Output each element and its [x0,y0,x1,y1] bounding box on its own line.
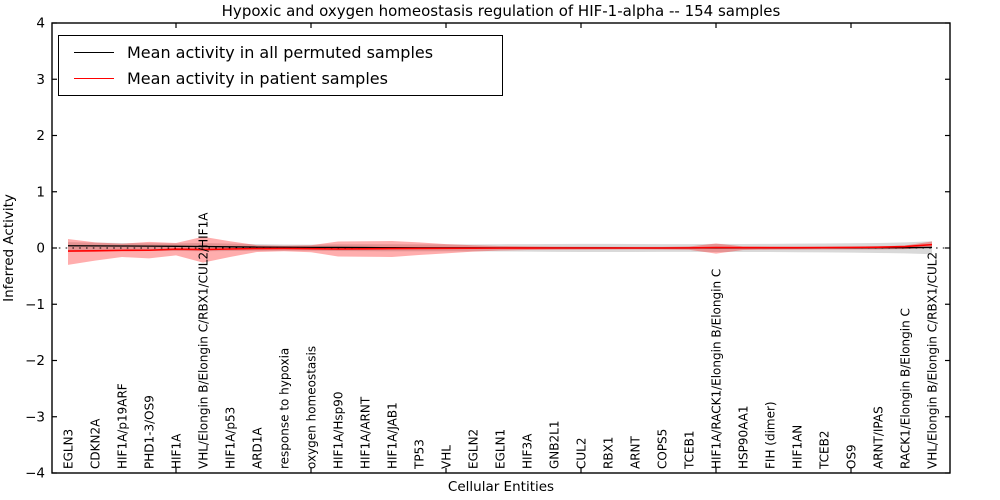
x-category-label: EGLN3 [62,429,76,469]
x-category-label: ARNT [629,435,643,469]
x-axis-title: Cellular Entities [447,479,555,495]
x-category-label: TP53 [413,439,427,470]
permuted-line-swatch [74,52,114,53]
y-axis-title: Inferred Activity [1,194,17,302]
x-category-label: oxygen homeostasis [305,346,319,469]
x-category-label: HIF1A/Hsp90 [332,391,346,469]
x-category-label: RACK1/Elongin B/Elongin C [899,308,913,469]
x-category-label: HIF1A/RACK1/Elongin B/Elongin C [710,269,724,469]
y-tick-label: −1 [25,297,45,313]
patient-std-band [68,236,932,265]
x-category-label: EGLN1 [494,429,508,469]
x-category-label: OS9 [845,444,859,469]
x-category-label: COPS5 [656,429,670,469]
x-category-label: ARNT/IPAS [872,406,886,469]
chart-title: Hypoxic and oxygen homeostasis regulatio… [221,2,781,20]
x-category-label: TCEB1 [683,431,697,470]
x-category-label: EGLN2 [467,429,481,469]
x-category-label: HIF3A [521,433,535,469]
x-category-label: CUL2 [575,438,589,469]
x-category-label: ARD1A [251,427,265,469]
y-tick-label: −3 [25,409,45,425]
x-category-label: CDKN2A [89,418,103,469]
legend-entry-patient: Mean activity in patient samples [59,69,502,88]
legend: Mean activity in all permuted samples Me… [58,35,503,96]
x-category-label: HIF1A/ARNT [359,396,373,469]
y-tick-label: 4 [36,16,45,32]
x-category-label: HIF1A/p19ARF [116,383,130,469]
x-category-label: VHL/Elongin B/Elongin C/RBX1/CUL2 [926,252,940,469]
x-category-label: FIH (dimer) [764,401,778,469]
x-category-label: HIF1AN [791,425,805,469]
x-category-label: HSP90AA1 [737,405,751,469]
x-category-label: GNB2L1 [548,421,562,469]
x-category-label: VHL/Elongin B/Elongin C/RBX1/CUL2/HIF1A [197,212,211,469]
x-category-label: PHD1-3/OS9 [143,395,157,469]
x-category-label: VHL [440,445,454,469]
x-category-label: HIF1A [170,433,184,469]
patient-line-swatch [74,78,114,79]
y-tick-label: 1 [36,184,45,200]
legend-entry-permuted: Mean activity in all permuted samples [59,43,502,62]
y-tick-label: 3 [36,72,45,88]
y-tick-label: −4 [25,466,45,482]
x-category-label: HIF1A/JAB1 [386,402,400,469]
y-tick-label: −2 [25,353,45,369]
x-category-label: TCEB2 [818,431,832,470]
x-category-label: response to hypoxia [278,348,292,469]
x-category-label: HIF1A/p53 [224,407,238,469]
x-category-label: RBX1 [602,437,616,469]
y-tick-label: 0 [36,241,45,257]
legend-label-patient: Mean activity in patient samples [127,69,388,88]
legend-label-permuted: Mean activity in all permuted samples [127,43,434,62]
y-tick-label: 2 [36,128,45,144]
patient-mean-line [67,243,933,252]
